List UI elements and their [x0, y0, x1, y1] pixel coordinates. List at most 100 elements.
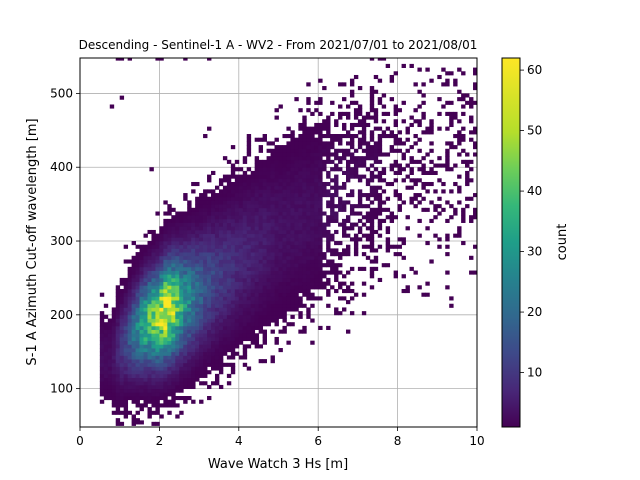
heatmap-cell: [119, 355, 125, 360]
heatmap-cell: [222, 248, 228, 253]
heatmap-cell: [258, 196, 264, 201]
heatmap-cell: [143, 399, 148, 404]
heatmap-cell: [203, 344, 208, 349]
heatmap-cell: [143, 285, 148, 290]
heatmap-cell: [429, 259, 434, 264]
heatmap-cell: [195, 311, 200, 316]
heatmap-cell: [179, 314, 184, 319]
heatmap-cell: [473, 67, 477, 72]
heatmap-cell: [147, 381, 152, 386]
heatmap-cell: [199, 241, 204, 246]
heatmap-cell: [306, 241, 311, 246]
heatmap-cell: [377, 244, 383, 249]
heatmap-cell: [449, 115, 454, 120]
heatmap-cell: [238, 222, 244, 227]
heatmap-cell: [401, 178, 406, 183]
heatmap-cell: [155, 344, 160, 349]
heatmap-cell: [109, 104, 115, 109]
heatmap-cell: [183, 296, 188, 301]
heatmap-cell: [322, 229, 327, 235]
heatmap-cell: [373, 193, 379, 198]
heatmap-cell: [453, 82, 458, 87]
heatmap-cell: [405, 285, 410, 290]
heatmap-cell: [286, 134, 291, 139]
heatmap-cell: [226, 340, 232, 345]
heatmap-cell: [322, 167, 327, 172]
heatmap-cell: [401, 167, 406, 172]
heatmap-cell: [115, 318, 121, 323]
heatmap-cell: [203, 351, 208, 356]
heatmap-cell: [266, 292, 271, 297]
heatmap-cell: [278, 204, 283, 209]
heatmap-cell: [246, 145, 252, 150]
heatmap-cell: [191, 322, 196, 327]
heatmap-cell: [334, 137, 339, 142]
heatmap-cell: [294, 281, 299, 286]
heatmap-cell: [111, 410, 117, 415]
heatmap-cell: [175, 325, 180, 330]
heatmap-cell: [171, 288, 176, 294]
heatmap-cell: [266, 196, 271, 201]
heatmap-cell: [214, 366, 220, 371]
heatmap-cell: [349, 126, 355, 131]
heatmap-cell: [310, 170, 315, 175]
heatmap-cell: [270, 311, 275, 316]
heatmap-cell: [171, 359, 176, 364]
heatmap-cell: [429, 181, 434, 187]
heatmap-cell: [155, 388, 160, 393]
heatmap-cell: [127, 366, 133, 371]
heatmap-cell: [207, 303, 212, 308]
heatmap-cell: [254, 322, 260, 327]
heatmap-cell: [187, 285, 192, 290]
heatmap-cell: [353, 174, 359, 179]
heatmap-cell: [242, 259, 248, 264]
heatmap-cell: [143, 384, 148, 390]
heatmap-cell: [274, 266, 279, 271]
heatmap-cell: [330, 252, 335, 257]
heatmap-cell: [298, 178, 303, 183]
heatmap-cell: [203, 340, 208, 345]
heatmap-cell: [270, 274, 275, 279]
heatmap-cell: [131, 392, 136, 397]
heatmap-cell: [214, 288, 220, 294]
heatmap-cell: [274, 145, 279, 150]
heatmap-cell: [103, 396, 109, 401]
heatmap-cell: [155, 314, 160, 319]
heatmap-cell: [199, 296, 204, 301]
heatmap-cell: [445, 159, 450, 164]
heatmap-cell: [449, 167, 454, 172]
heatmap-cell: [199, 244, 204, 249]
heatmap-cell: [250, 277, 256, 283]
heatmap-cell: [306, 263, 311, 268]
heatmap-cell: [103, 333, 109, 338]
heatmap-cell: [457, 89, 462, 94]
heatmap-cell: [369, 108, 375, 113]
heatmap-cell: [135, 322, 140, 327]
heatmap-cell: [242, 266, 248, 271]
heatmap-cell: [187, 311, 192, 316]
heatmap-cell: [385, 207, 391, 212]
heatmap-cell: [234, 318, 240, 323]
heatmap-cell: [266, 222, 271, 227]
heatmap-cell: [159, 255, 164, 260]
heatmap-cell: [195, 318, 200, 323]
heatmap-cell: [187, 255, 192, 260]
heatmap-cell: [250, 274, 256, 279]
heatmap-cell: [421, 111, 426, 116]
heatmap-cell: [207, 244, 212, 249]
heatmap-cell: [250, 189, 256, 194]
heatmap-cell: [199, 314, 204, 319]
heatmap-cell: [246, 134, 252, 139]
heatmap-cell: [135, 373, 140, 378]
heatmap-cell: [314, 108, 319, 113]
heatmap-cell: [274, 137, 279, 142]
heatmap-cell: [254, 340, 260, 345]
heatmap-cell: [183, 292, 188, 297]
heatmap-cell: [294, 263, 299, 268]
heatmap-cell: [131, 362, 136, 367]
heatmap-cell: [203, 370, 208, 375]
heatmap-cell: [242, 218, 248, 223]
heatmap-cell: [322, 193, 327, 198]
heatmap-cell: [123, 314, 129, 319]
heatmap-cell: [345, 300, 351, 305]
